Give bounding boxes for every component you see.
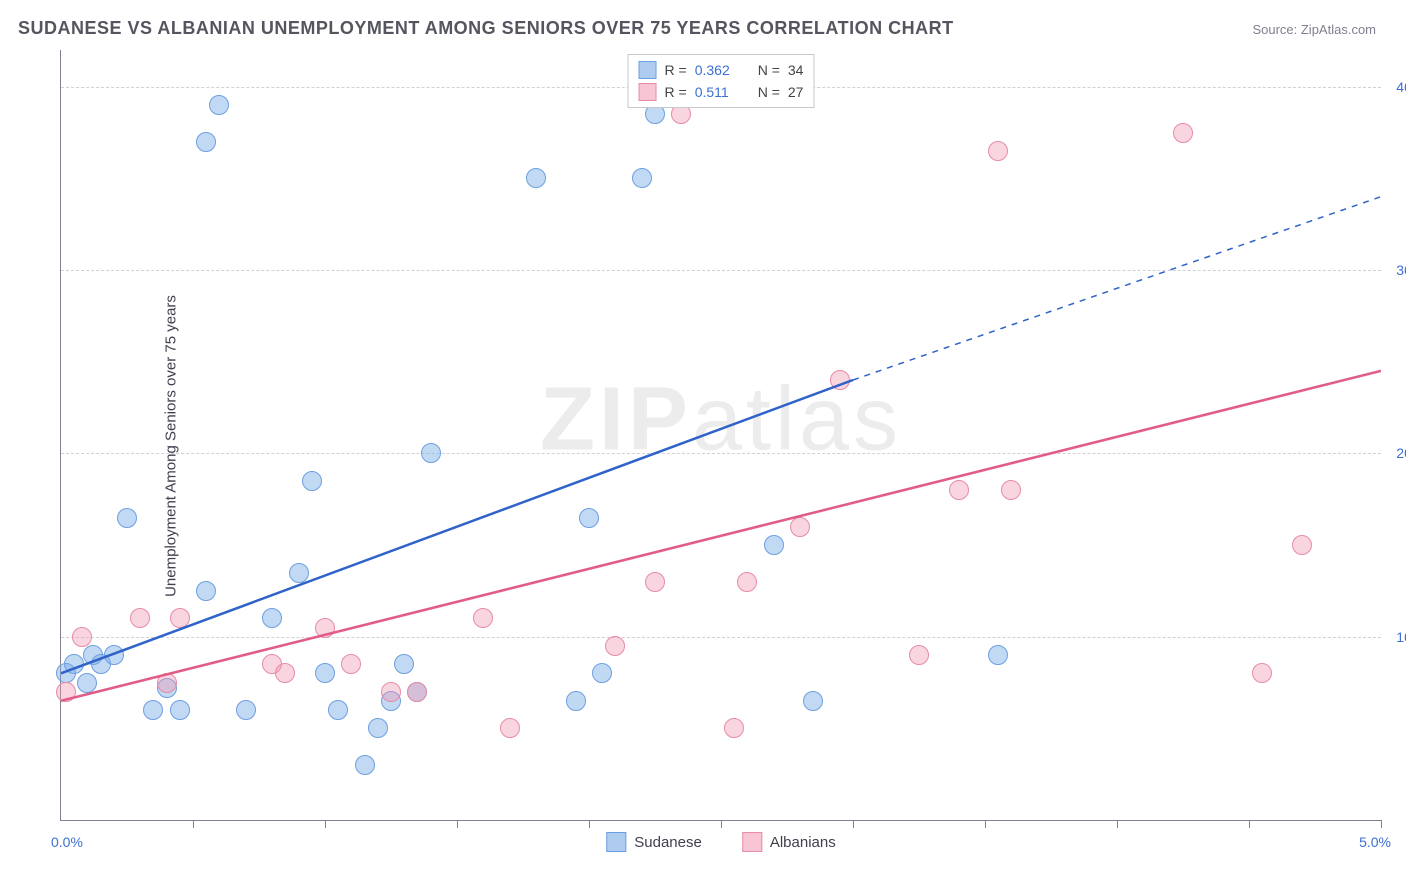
scatter-point bbox=[1252, 663, 1272, 683]
scatter-point bbox=[104, 645, 124, 665]
scatter-point bbox=[130, 608, 150, 628]
scatter-point bbox=[724, 718, 744, 738]
scatter-point bbox=[764, 535, 784, 555]
scatter-point bbox=[909, 645, 929, 665]
scatter-point bbox=[737, 572, 757, 592]
x-label-min: 0.0% bbox=[51, 834, 83, 850]
x-label-max: 5.0% bbox=[1359, 834, 1391, 850]
scatter-point bbox=[566, 691, 586, 711]
scatter-point bbox=[56, 682, 76, 702]
scatter-point bbox=[196, 581, 216, 601]
scatter-point bbox=[1001, 480, 1021, 500]
scatter-point bbox=[407, 682, 427, 702]
scatter-point bbox=[394, 654, 414, 674]
scatter-point bbox=[341, 654, 361, 674]
legend-label-sudanese: Sudanese bbox=[634, 834, 702, 851]
scatter-point bbox=[315, 618, 335, 638]
scatter-point bbox=[526, 168, 546, 188]
scatter-point bbox=[1292, 535, 1312, 555]
scatter-point bbox=[157, 673, 177, 693]
scatter-point bbox=[592, 663, 612, 683]
scatter-point bbox=[355, 755, 375, 775]
source-attribution: Source: ZipAtlas.com bbox=[1252, 22, 1376, 37]
scatter-point bbox=[1173, 123, 1193, 143]
legend-item-albanians: Albanians bbox=[742, 832, 836, 852]
correlation-legend: R = 0.362 N = 34 R = 0.511 N = 27 bbox=[628, 54, 815, 108]
n-value-albanians: 27 bbox=[788, 84, 804, 100]
scatter-point bbox=[262, 608, 282, 628]
scatter-point bbox=[289, 563, 309, 583]
scatter-point bbox=[421, 443, 441, 463]
y-tick-label: 40.0% bbox=[1396, 79, 1406, 95]
scatter-point bbox=[209, 95, 229, 115]
y-tick-label: 20.0% bbox=[1396, 445, 1406, 461]
scatter-point bbox=[275, 663, 295, 683]
scatter-point bbox=[500, 718, 520, 738]
scatter-point bbox=[368, 718, 388, 738]
legend-swatch-albanians bbox=[742, 832, 762, 852]
scatter-point bbox=[381, 682, 401, 702]
scatter-point bbox=[302, 471, 322, 491]
scatter-point bbox=[790, 517, 810, 537]
scatter-point bbox=[473, 608, 493, 628]
legend-label-albanians: Albanians bbox=[770, 834, 836, 851]
scatter-point bbox=[949, 480, 969, 500]
scatter-point bbox=[117, 508, 137, 528]
scatter-point bbox=[236, 700, 256, 720]
legend-swatch-sudanese bbox=[606, 832, 626, 852]
chart-container: SUDANESE VS ALBANIAN UNEMPLOYMENT AMONG … bbox=[0, 0, 1406, 892]
legend-row-albanians: R = 0.511 N = 27 bbox=[639, 81, 804, 103]
scatter-point bbox=[77, 673, 97, 693]
r-value-sudanese: 0.362 bbox=[695, 62, 750, 78]
scatter-point bbox=[170, 608, 190, 628]
scatter-points bbox=[61, 50, 1381, 820]
y-tick-label: 10.0% bbox=[1396, 629, 1406, 645]
series-legend: Sudanese Albanians bbox=[606, 832, 835, 852]
legend-row-sudanese: R = 0.362 N = 34 bbox=[639, 59, 804, 81]
swatch-albanians bbox=[639, 83, 657, 101]
scatter-point bbox=[579, 508, 599, 528]
scatter-point bbox=[605, 636, 625, 656]
scatter-point bbox=[143, 700, 163, 720]
scatter-point bbox=[72, 627, 92, 647]
scatter-point bbox=[645, 572, 665, 592]
scatter-point bbox=[988, 141, 1008, 161]
scatter-point bbox=[196, 132, 216, 152]
n-value-sudanese: 34 bbox=[788, 62, 804, 78]
scatter-point bbox=[632, 168, 652, 188]
scatter-point bbox=[803, 691, 823, 711]
swatch-sudanese bbox=[639, 61, 657, 79]
scatter-point bbox=[315, 663, 335, 683]
y-tick-label: 30.0% bbox=[1396, 262, 1406, 278]
plot-area: ZIPatlas R = 0.362 N = 34 R = 0.511 N = … bbox=[60, 50, 1381, 821]
scatter-point bbox=[988, 645, 1008, 665]
scatter-point bbox=[170, 700, 190, 720]
scatter-point bbox=[328, 700, 348, 720]
legend-item-sudanese: Sudanese bbox=[606, 832, 702, 852]
scatter-point bbox=[830, 370, 850, 390]
chart-title: SUDANESE VS ALBANIAN UNEMPLOYMENT AMONG … bbox=[18, 18, 954, 39]
r-value-albanians: 0.511 bbox=[695, 84, 750, 100]
scatter-point bbox=[64, 654, 84, 674]
